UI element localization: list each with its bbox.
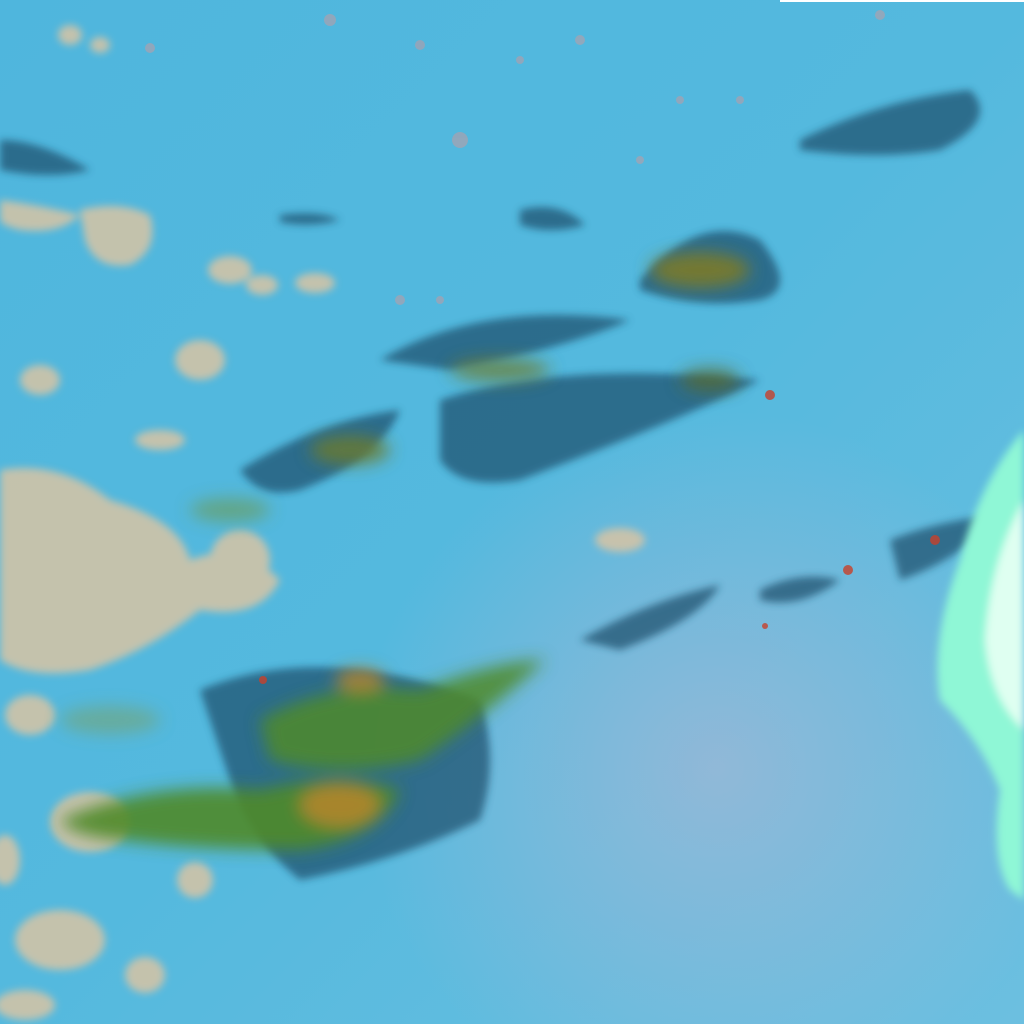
bright-cloud-mass <box>937 430 1024 900</box>
scattered-cloud-dots <box>145 10 885 305</box>
low-clouds <box>0 25 645 1020</box>
red-cloud-tops <box>259 390 940 684</box>
top-edge-strip <box>780 0 1024 2</box>
high-clouds <box>60 252 750 850</box>
